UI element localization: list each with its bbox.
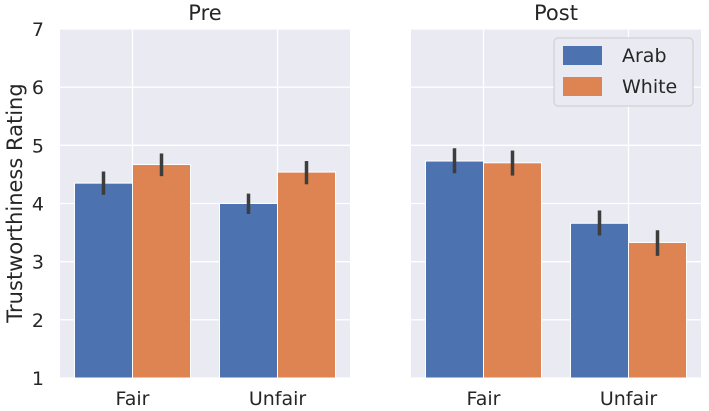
legend: Arab White [553, 37, 694, 107]
y-tick-label: 7 [32, 19, 44, 41]
legend-label-arab: Arab [622, 45, 667, 67]
chart-panels: Fair Unfair Pre Fair Unfair Post 1 2 3 4 5 6 7 Arab Wh… [32, 1, 701, 410]
legend-swatch-arab [563, 46, 602, 65]
bar-arab-unfair [219, 203, 278, 379]
y-tick-label: 4 [32, 194, 44, 216]
bar-white-fair [483, 162, 542, 379]
legend-label-white: White [622, 76, 677, 98]
y-axis-label: Trustworthiness Rating [3, 83, 27, 323]
bar-white-fair [132, 164, 191, 379]
x-tick-label: Unfair [249, 388, 307, 410]
bar-white-unfair [628, 241, 687, 379]
legend-swatch-white [563, 77, 602, 96]
y-tick-label: 2 [32, 310, 44, 332]
panel-title: Post [534, 1, 578, 25]
y-tick-label: 3 [32, 252, 44, 274]
panel-pre: Fair Unfair Pre [60, 1, 350, 410]
x-tick-label: Unfair [600, 388, 658, 410]
panel-title: Pre [188, 1, 221, 25]
bar-arab-fair [425, 160, 484, 379]
y-tick-label: 6 [32, 77, 44, 99]
bar-arab-fair [74, 182, 133, 379]
x-tick-label: Fair [116, 388, 150, 410]
y-tick-label: 5 [32, 135, 44, 157]
bar-white-unfair [277, 171, 336, 379]
bar-arab-unfair [570, 222, 629, 379]
y-tick-label: 1 [32, 368, 44, 390]
x-tick-label: Fair [467, 388, 501, 410]
